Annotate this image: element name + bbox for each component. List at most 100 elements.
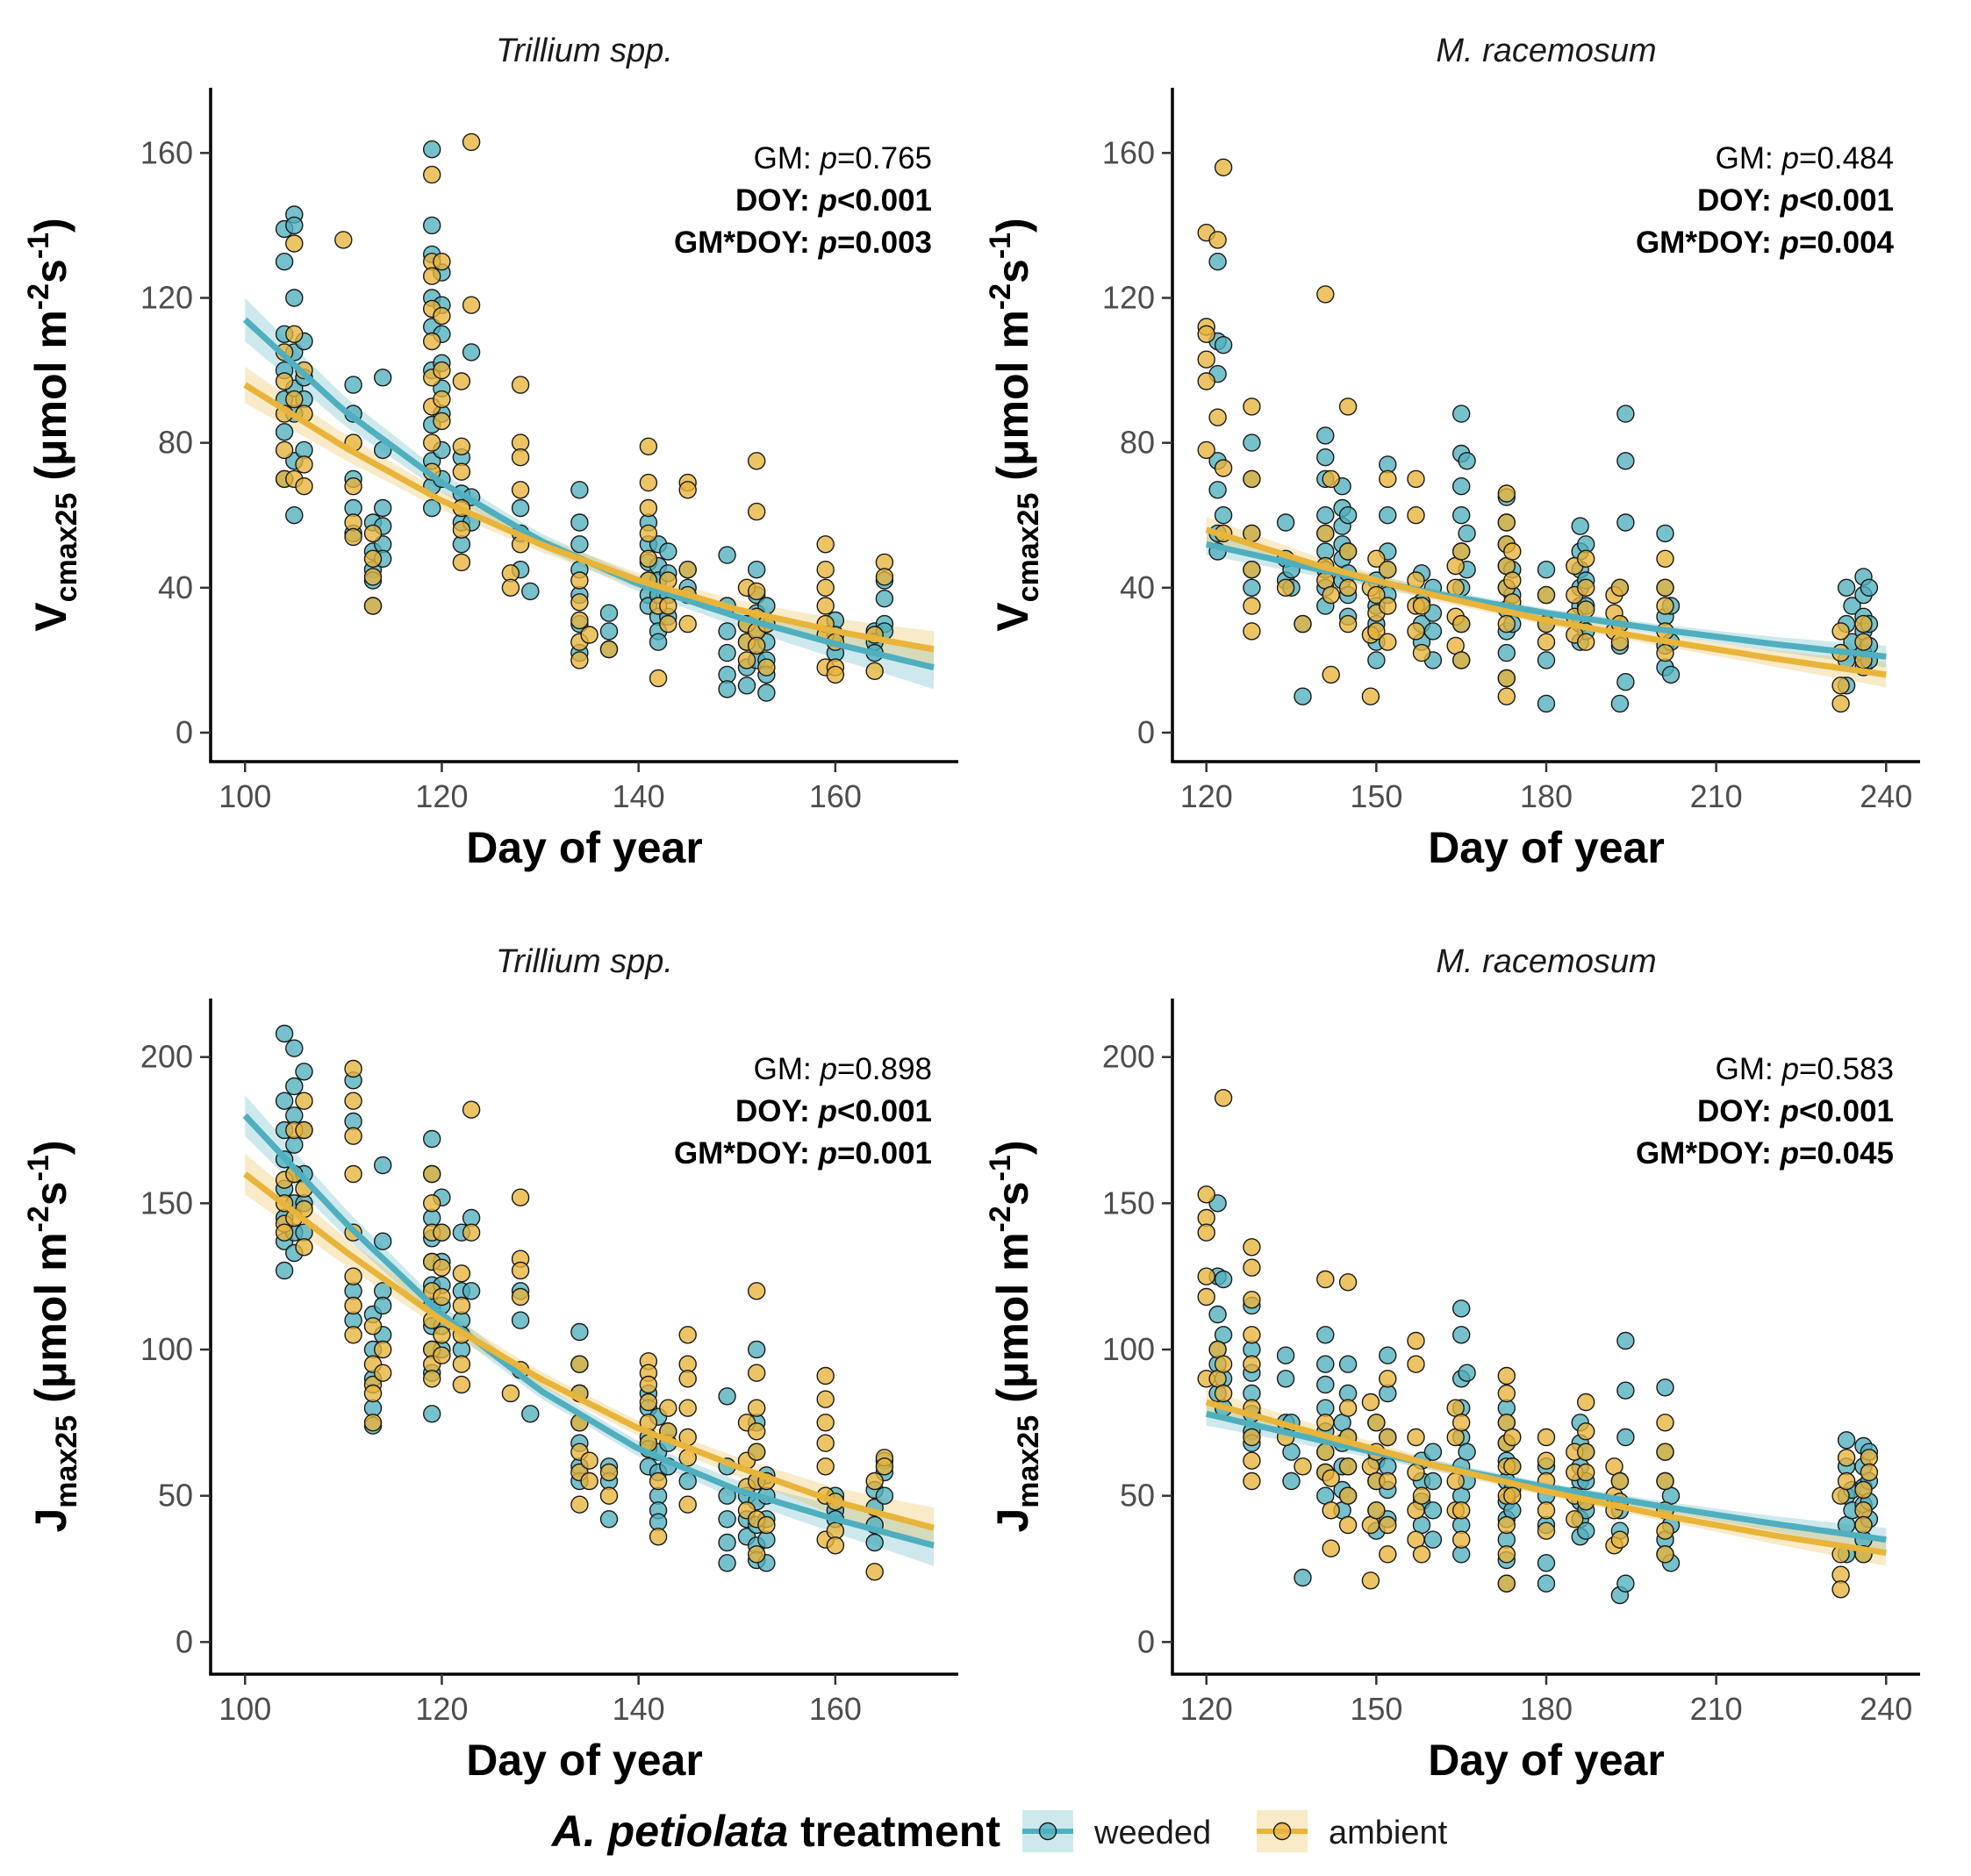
stat-value: =0.765 — [837, 141, 932, 175]
data-point-ambient — [1379, 633, 1397, 651]
x-axis-title: Day of year — [1428, 1736, 1665, 1785]
data-point-ambient — [1503, 1457, 1522, 1476]
data-point-ambient — [580, 1471, 598, 1491]
data-point-weeded — [1338, 506, 1358, 525]
data-point-weeded — [275, 1092, 294, 1110]
data-point-ambient — [363, 1317, 383, 1335]
x-tick-label: 210 — [1690, 1691, 1743, 1727]
fit-line-ambient — [1205, 526, 1887, 678]
data-point-weeded — [1537, 694, 1556, 713]
y-tick-label: 150 — [1102, 1185, 1155, 1221]
data-point-ambient — [748, 582, 766, 601]
stat-p: p — [1780, 183, 1799, 218]
data-point-ambient — [1294, 614, 1312, 634]
data-point-weeded — [1537, 561, 1556, 579]
data-point-ambient — [423, 1194, 441, 1213]
data-point-weeded — [599, 1510, 619, 1529]
data-point-ambient — [678, 1399, 697, 1417]
data-point-weeded — [1571, 517, 1589, 535]
data-point-ambient — [1610, 1530, 1630, 1549]
y-tick-label: 0 — [176, 1623, 193, 1659]
data-point-weeded — [1497, 643, 1516, 662]
fit-line-weeded — [242, 1113, 935, 1549]
data-point-ambient — [1451, 651, 1471, 669]
stat-label: DOY: — [735, 183, 819, 218]
data-point-ambient — [1610, 1471, 1630, 1491]
data-point-weeded — [374, 1296, 392, 1315]
y-axis-title-part: -2 — [984, 1206, 1017, 1232]
data-point-ambient — [1576, 633, 1595, 651]
fit-line-ambient — [243, 382, 935, 653]
data-point-ambient — [1497, 1384, 1516, 1403]
data-point-weeded — [1214, 1270, 1233, 1289]
stat-value: <0.001 — [837, 183, 932, 218]
data-point-weeded — [1458, 1364, 1476, 1382]
data-point-weeded — [1423, 1501, 1443, 1520]
data-point-ambient — [639, 549, 658, 568]
data-point-ambient — [511, 448, 530, 467]
y-axis-title-part: s — [26, 259, 75, 283]
panels: Trillium spp. 0 40 80 120 160 100 120 140 160 Day … — [22, 32, 1920, 1785]
data-point-ambient — [344, 477, 362, 496]
x-tick-label: 140 — [613, 1691, 665, 1727]
x-tick-label: 120 — [1180, 778, 1233, 814]
data-point-weeded — [737, 677, 756, 695]
data-point-ambient — [363, 568, 383, 586]
data-point-weeded — [423, 1405, 441, 1423]
data-point-ambient — [1576, 1463, 1595, 1482]
y-axis-title-part: J — [988, 1508, 1037, 1533]
data-point-weeded — [423, 1129, 441, 1149]
data-point-weeded — [1379, 506, 1397, 525]
stat-line: DOY: p<0.001 — [735, 1094, 932, 1128]
data-point-ambient — [1338, 397, 1358, 416]
data-point-weeded — [1616, 452, 1635, 470]
data-point-ambient — [1243, 1258, 1261, 1277]
y-tick-label: 200 — [1102, 1039, 1155, 1075]
data-point-weeded — [1616, 1331, 1635, 1350]
data-point-weeded — [678, 1471, 697, 1491]
data-point-ambient — [816, 1414, 835, 1432]
data-point-weeded — [511, 498, 530, 518]
data-point-weeded — [462, 1282, 481, 1300]
data-point-ambient — [748, 636, 766, 655]
data-point-weeded — [875, 1486, 894, 1505]
data-point-ambient — [1379, 1545, 1397, 1564]
y-axis-title: Jmax25 (μmol m-2s-1) — [22, 1141, 83, 1533]
data-point-ambient — [511, 1188, 530, 1207]
y-tick-label: 120 — [1102, 279, 1155, 315]
data-point-ambient — [599, 1463, 619, 1482]
data-point-ambient — [1407, 1355, 1425, 1373]
data-point-ambient — [659, 1399, 677, 1417]
data-point-ambient — [1854, 614, 1873, 634]
data-point-weeded — [718, 1533, 736, 1552]
data-point-ambient — [639, 473, 658, 492]
data-point-ambient — [433, 1223, 451, 1242]
data-point-ambient — [452, 520, 471, 539]
data-point-ambient — [363, 1384, 383, 1403]
stat-value: =0.045 — [1799, 1136, 1894, 1171]
data-point-ambient — [511, 376, 530, 394]
data-point-ambient — [1451, 1501, 1471, 1520]
data-point-weeded — [570, 481, 589, 499]
data-point-ambient — [1197, 372, 1215, 390]
data-point-weeded — [275, 423, 294, 441]
data-point-ambient — [570, 571, 589, 590]
data-point-ambient — [1322, 469, 1340, 489]
stat-p: p — [820, 141, 837, 175]
data-point-ambient — [757, 658, 776, 677]
data-point-ambient — [452, 1296, 471, 1315]
data-point-weeded — [1616, 1574, 1635, 1593]
y-tick-label: 50 — [1120, 1478, 1155, 1514]
legend-key-point — [1272, 1822, 1292, 1841]
y-tick-label: 50 — [158, 1478, 193, 1514]
data-point-weeded — [1316, 448, 1335, 467]
data-point-ambient — [295, 1121, 313, 1140]
data-point-ambient — [659, 614, 677, 634]
data-point-ambient — [639, 1393, 658, 1412]
data-point-weeded — [649, 633, 668, 651]
data-point-ambient — [1322, 585, 1340, 605]
stat-value: <0.001 — [1799, 1094, 1894, 1128]
data-point-weeded — [1576, 1522, 1595, 1540]
data-point-weeded — [757, 684, 776, 702]
data-point-ambient — [1656, 1443, 1674, 1461]
